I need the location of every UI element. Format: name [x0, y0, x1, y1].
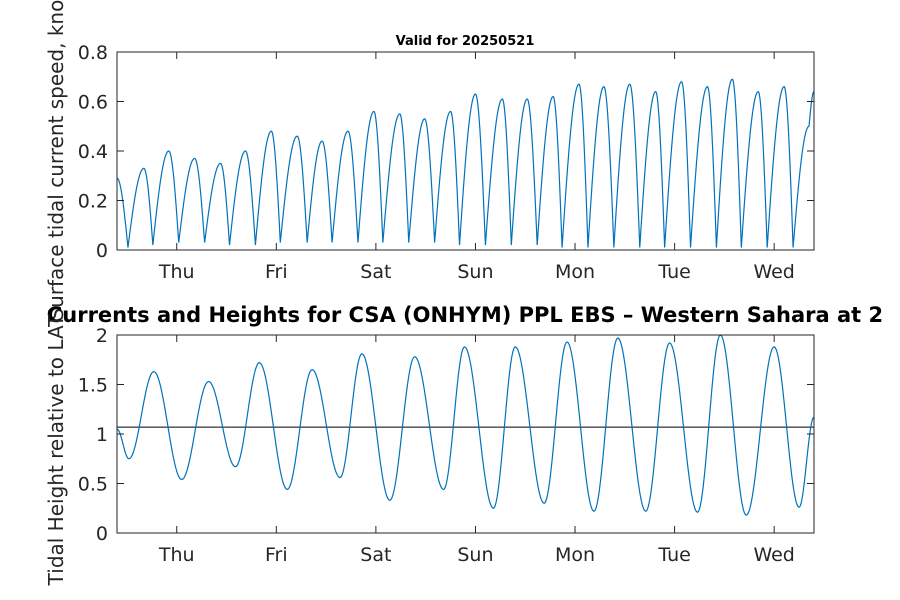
current-speed-plot-area [117, 78, 814, 248]
y-tick-label: 2 [96, 325, 108, 347]
x-tick-label: Thu [158, 261, 195, 283]
tidal-height-x-ticks: Thu Fri Sat Sun Mon Tue Wed [158, 335, 795, 566]
tidal-height-series-line [117, 335, 814, 516]
tidal-height-title: Currents and Heights for CSA (ONHYM) PPL… [47, 303, 883, 327]
current-speed-x-ticks: Thu Fri Sat Sun Mon Tue Wed [158, 52, 795, 283]
x-tick-label: Fri [265, 261, 288, 283]
x-tick-label: Sat [360, 544, 391, 566]
tidal-height-y-label: Tidal Height relative to LAT [44, 314, 68, 586]
x-tick-label: Mon [555, 544, 595, 566]
y-tick-label: 0.8 [78, 42, 108, 64]
x-tick-label: Sun [457, 544, 493, 566]
tidal-height-plot-area [117, 335, 814, 516]
tidal-height-axes-box [116, 334, 815, 534]
tidal-height-panel: Currents and Heights for CSA (ONHYM) PPL… [44, 303, 883, 586]
current-speed-series-line [117, 78, 814, 248]
x-tick-label: Fri [265, 544, 288, 566]
y-tick-label: 1 [96, 424, 108, 446]
y-tick-label: 0.6 [78, 92, 108, 114]
current-speed-title: Valid for 20250521 [396, 34, 535, 49]
x-tick-label: Sun [457, 261, 493, 283]
x-tick-label: Thu [158, 544, 195, 566]
x-tick-label: Tue [657, 544, 690, 566]
x-tick-label: Mon [555, 261, 595, 283]
y-tick-label: 0.2 [78, 191, 108, 213]
y-tick-label: 1.5 [78, 375, 108, 397]
x-tick-label: Sat [360, 261, 391, 283]
x-tick-label: Wed [753, 261, 794, 283]
x-tick-label: Wed [753, 544, 794, 566]
x-tick-label: Tue [657, 261, 690, 283]
y-tick-label: 0 [96, 240, 108, 262]
current-speed-panel: Valid for 20250521 0 0.2 0.4 0.6 0.8 Thu Fri S… [44, 0, 815, 321]
current-speed-axes-box [116, 51, 815, 251]
y-tick-label: 0 [96, 523, 108, 545]
current-speed-y-label: Surface tidal current speed, knots [44, 0, 68, 321]
y-tick-label: 0.5 [78, 474, 108, 496]
tidal-height-y-ticks: 0 0.5 1 1.5 2 [78, 325, 814, 545]
current-speed-y-ticks: 0 0.2 0.4 0.6 0.8 [78, 42, 814, 262]
y-tick-label: 0.4 [78, 141, 108, 163]
